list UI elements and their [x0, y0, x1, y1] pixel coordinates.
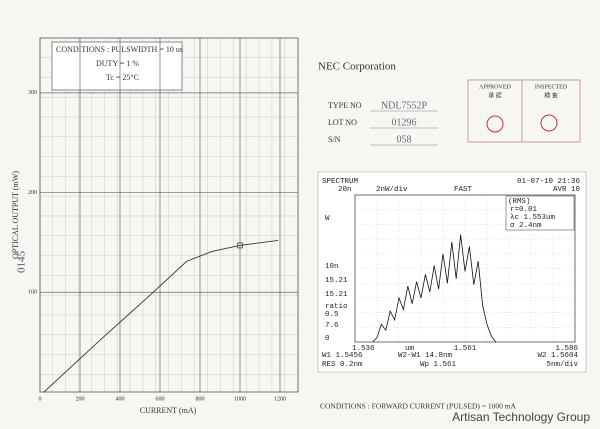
spectrum-text: 01-07-10 21:36	[517, 178, 581, 186]
spectrum-text: W1 1.5456	[322, 352, 363, 360]
field-value: NDL7552P	[381, 100, 428, 111]
x-tick-label: 600	[156, 396, 165, 402]
conditions-bottom: CONDITIONS : FORWARD CURRENT (PULSED) = …	[320, 402, 517, 411]
spectrum-text: 10n	[325, 263, 339, 271]
approved-sub: 承 認	[488, 91, 502, 99]
x-tick-label: 400	[116, 396, 125, 402]
spectrum-text: um	[405, 345, 415, 353]
x-label: CURRENT (mA)	[140, 406, 197, 415]
spectrum-trace	[372, 234, 497, 343]
spectrum-text: W2-W1 14.8nm	[398, 352, 453, 360]
spectrum-text: σ 2.4nm	[510, 222, 542, 230]
spectrum-text: Wp 1.561	[420, 361, 457, 369]
spectrum-text: 2nW/div	[376, 186, 408, 194]
spectrum-text: 5nm/div	[546, 361, 578, 369]
spectrum-text: λc 1.553um	[510, 214, 556, 222]
spectrum-text: RES 0.2nm	[322, 361, 363, 369]
spectrum-text: 1.586	[555, 345, 578, 353]
field-value: 01296	[392, 117, 417, 128]
x-tick-label: 1200	[274, 396, 286, 402]
y-tick-label: 300	[28, 90, 37, 96]
spectrum-text: 20n	[338, 186, 352, 194]
spectrum-text: 0.5	[325, 311, 339, 319]
spectrum-text: 7.6	[325, 322, 339, 330]
x-tick-label: 200	[76, 396, 85, 402]
condition: Tc = 25°C	[106, 73, 139, 82]
y-tick-label: 100	[28, 290, 37, 296]
spectrum-text: 15.21	[325, 291, 348, 299]
x-tick-label: 1000	[234, 396, 246, 402]
y-tick-label: 200	[28, 190, 37, 196]
inspected-box	[521, 79, 581, 143]
spectrum-text: r=0.01	[510, 206, 538, 214]
approved: APPROVED	[479, 84, 511, 90]
handwritten: 0145	[16, 251, 28, 274]
company: NEC Corporation	[318, 61, 396, 73]
watermark: Artisan Technology Group	[452, 410, 590, 424]
condition: CONDITIONS : PULSWIDTH = 10 us	[56, 45, 183, 54]
spectrum-text: AVR 10	[553, 186, 581, 194]
x-tick-label: 0	[39, 396, 42, 402]
spectrum-text: 1.536	[352, 345, 375, 353]
marker	[237, 242, 243, 249]
field-label: LOT NO	[328, 118, 357, 127]
stamp	[540, 114, 558, 132]
spectrum-text: W2 1.5604	[537, 352, 578, 360]
spectrum-text: 15.21	[325, 277, 348, 285]
left-plot	[39, 37, 299, 393]
curve	[43, 239, 279, 393]
spectrum-text: (RMS)	[508, 198, 531, 206]
x-tick-label: 800	[196, 396, 205, 402]
inspected: INSPECTED	[535, 84, 568, 90]
condition: DUTY = 1 %	[96, 59, 139, 68]
field-value: 058	[397, 134, 412, 145]
spectrum-text: 1.561	[454, 345, 477, 353]
spectrum-text: FAST	[454, 186, 473, 194]
field-label: S/N	[328, 135, 341, 144]
spectrum-text: SPECTRUM	[322, 178, 359, 186]
rms-box	[505, 195, 575, 231]
spectrum-text: 0	[325, 335, 330, 343]
field-label: TYPE NO	[328, 101, 362, 110]
spectrum-text: ratio	[325, 303, 348, 311]
y-label: OPTICAL OUTPUT (mW)	[11, 171, 20, 259]
spectrum-text: W	[325, 215, 330, 223]
inspected-sub: 検 査	[544, 91, 558, 99]
stamp	[486, 115, 504, 133]
